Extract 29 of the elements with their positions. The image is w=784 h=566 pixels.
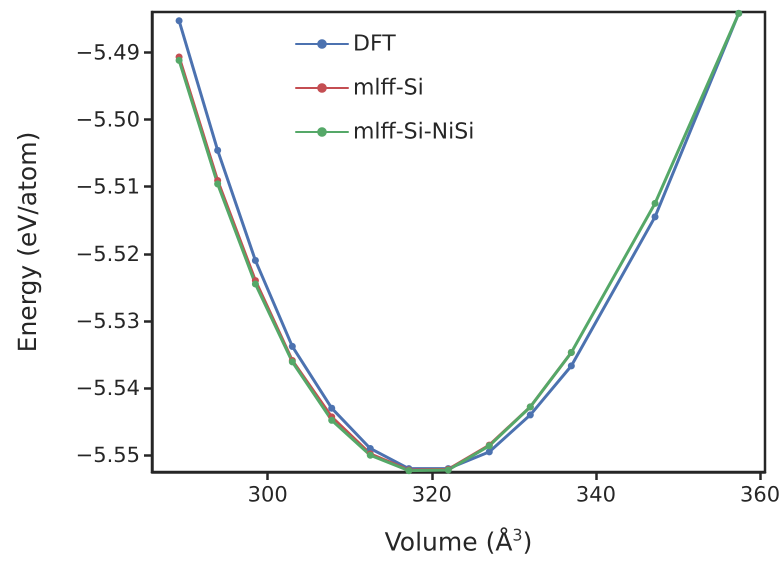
- legend-label: mlff-Si-NiSi: [353, 120, 474, 144]
- y-tick-label: −5.55: [76, 443, 140, 468]
- point: [252, 256, 259, 264]
- y-axis-title: Energy (eV/atom): [13, 132, 42, 352]
- y-tick-label: −5.51: [76, 174, 140, 199]
- x-tick-label: 360: [740, 482, 780, 506]
- point: [176, 56, 183, 64]
- x-tick-label: 300: [248, 482, 288, 506]
- legend-label: mlff-Si: [353, 76, 424, 100]
- point: [526, 411, 534, 418]
- y-tick-label: −5.52: [76, 242, 140, 266]
- point: [486, 448, 493, 456]
- point: [288, 342, 296, 350]
- y-tick-label: −5.50: [76, 107, 140, 132]
- point: [652, 200, 659, 207]
- x-tick-label: 340: [576, 482, 616, 506]
- y-tick-label: −5.54: [76, 376, 140, 400]
- point: [328, 416, 336, 424]
- point: [214, 180, 222, 188]
- y-tick-label: −5.53: [76, 308, 140, 333]
- point: [568, 362, 575, 370]
- point: [176, 17, 183, 24]
- point: [252, 280, 259, 288]
- point: [214, 146, 222, 154]
- point: [328, 404, 336, 412]
- legend-label: DFT: [353, 32, 396, 56]
- y-tick-label: −5.49: [76, 40, 140, 64]
- point: [652, 213, 659, 220]
- x-tick-label: 320: [412, 482, 452, 506]
